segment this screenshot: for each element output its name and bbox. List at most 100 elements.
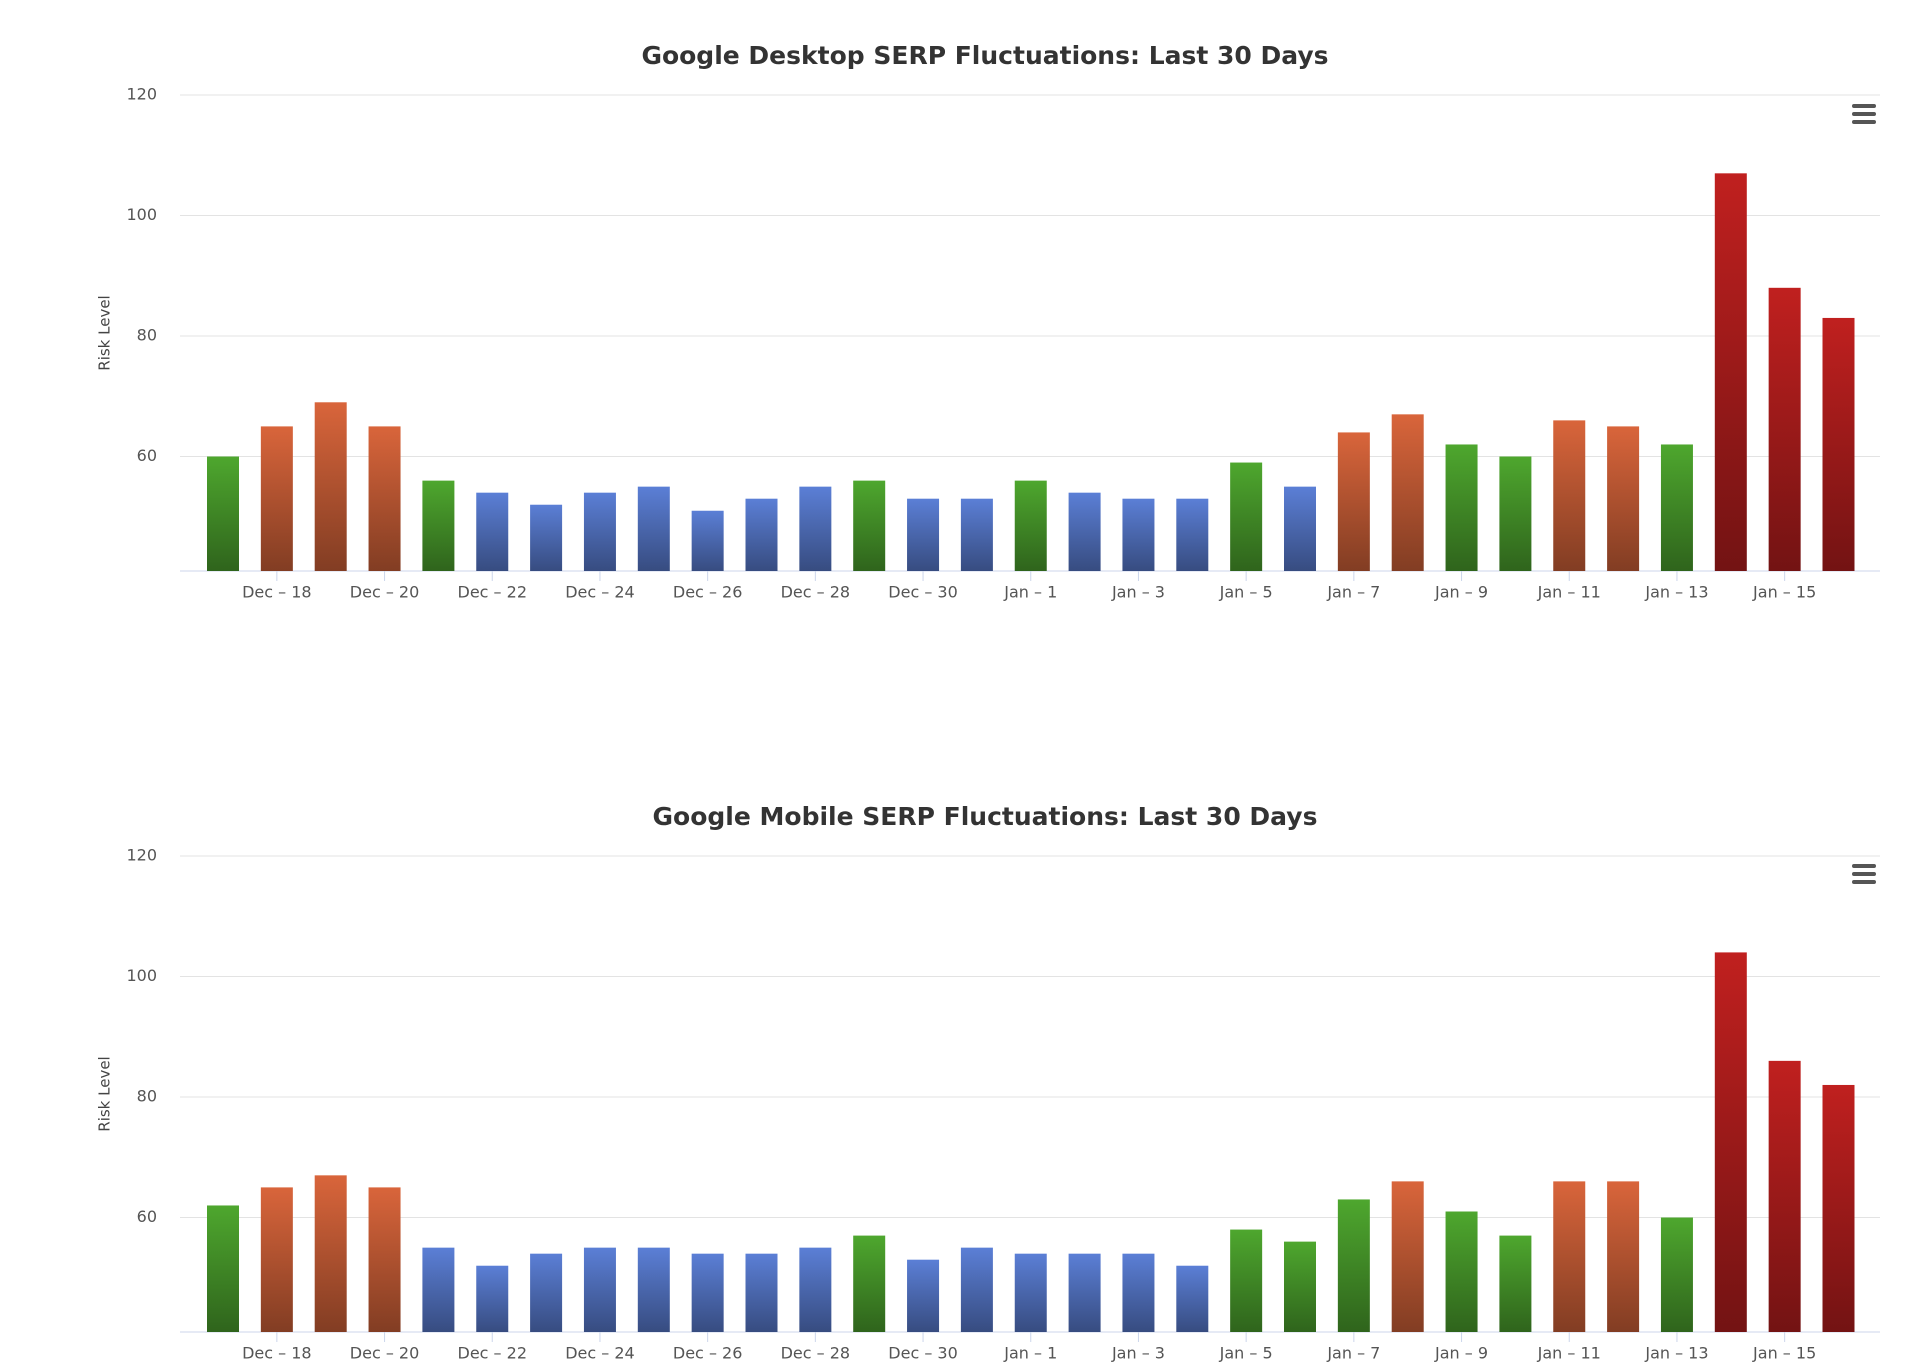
bar	[207, 1205, 239, 1332]
bar	[368, 426, 401, 571]
bar	[907, 1259, 940, 1332]
bar	[745, 498, 778, 571]
x-tick-label: Jan – 5	[1219, 583, 1273, 602]
bar	[476, 492, 509, 571]
bar	[1176, 498, 1209, 571]
menu-icon-bar	[1852, 872, 1876, 876]
bar	[1445, 444, 1478, 571]
bar	[1499, 456, 1532, 571]
x-tick-label: Jan – 13	[1644, 583, 1708, 602]
x-tick-label: Dec – 24	[565, 1344, 635, 1363]
x-tick-label: Dec – 26	[673, 1344, 743, 1363]
bar	[1391, 1181, 1424, 1332]
x-tick-label: Dec – 22	[458, 1344, 528, 1363]
menu-icon-bar	[1852, 104, 1876, 108]
bar	[1284, 486, 1316, 571]
x-tick-label: Jan – 1	[1003, 583, 1057, 602]
bar	[799, 486, 832, 571]
bar	[691, 510, 724, 571]
bar	[1822, 1084, 1855, 1332]
x-tick-label: Jan – 11	[1537, 583, 1601, 602]
chart-title: Google Desktop SERP Fluctuations: Last 3…	[641, 41, 1328, 70]
bar	[960, 1247, 993, 1332]
x-tick-label: Jan – 9	[1434, 583, 1488, 602]
y-axis-label: Risk Level	[96, 295, 114, 370]
menu-icon-bar	[1852, 120, 1876, 124]
bar	[314, 402, 347, 571]
x-tick-label: Jan – 11	[1537, 1344, 1601, 1363]
menu-button[interactable]	[1852, 104, 1876, 124]
x-tick-label: Jan – 7	[1326, 583, 1380, 602]
bar	[1768, 287, 1801, 571]
bar	[960, 498, 993, 571]
bar	[745, 1253, 778, 1332]
bar	[1337, 432, 1370, 571]
x-tick-label: Jan – 1	[1003, 1344, 1057, 1363]
bar	[799, 1247, 832, 1332]
menu-icon-bar	[1852, 112, 1876, 116]
menu-icon-bar	[1852, 864, 1876, 868]
x-tick-label: Dec – 18	[242, 1344, 312, 1363]
y-tick-label: 60	[137, 1207, 157, 1226]
bar	[907, 498, 940, 571]
x-tick-label: Jan – 15	[1752, 1344, 1816, 1363]
bar	[422, 1247, 455, 1332]
bar	[1068, 492, 1101, 571]
bar	[260, 1187, 293, 1332]
x-tick-label: Dec – 22	[458, 583, 528, 602]
bar	[853, 480, 886, 571]
bar	[422, 480, 455, 571]
bar	[1768, 1060, 1801, 1332]
menu-icon-bar	[1852, 880, 1876, 884]
bar	[1607, 1181, 1640, 1332]
x-tick-label: Dec – 28	[781, 1344, 851, 1363]
x-tick-label: Dec – 20	[350, 1344, 420, 1363]
bar	[1607, 426, 1640, 571]
x-tick-label: Dec – 30	[888, 1344, 958, 1363]
x-tick-label: Jan – 13	[1644, 1344, 1708, 1363]
bar	[1284, 1241, 1316, 1332]
bar	[1499, 1235, 1532, 1332]
bar	[1714, 173, 1747, 572]
bar	[1660, 1217, 1693, 1332]
x-tick-label: Jan – 15	[1752, 583, 1816, 602]
menu-button[interactable]	[1852, 864, 1876, 884]
bar	[1068, 1253, 1101, 1332]
bar	[1337, 1199, 1370, 1332]
bar	[637, 486, 670, 571]
y-tick-label: 100	[126, 205, 157, 224]
bar	[1176, 1265, 1209, 1332]
y-tick-label: 80	[137, 326, 157, 345]
bar	[1822, 317, 1855, 571]
x-tick-label: Dec – 24	[565, 583, 635, 602]
bar	[368, 1187, 401, 1332]
bar	[1714, 952, 1747, 1332]
bar	[691, 1253, 724, 1332]
bar	[207, 456, 239, 571]
bar	[1391, 414, 1424, 571]
y-tick-label: 120	[126, 85, 157, 104]
bar	[853, 1235, 886, 1332]
x-tick-label: Jan – 9	[1434, 1344, 1488, 1363]
bar	[1014, 480, 1047, 571]
y-tick-label: 80	[137, 1087, 157, 1106]
bar	[637, 1247, 670, 1332]
bar	[583, 492, 616, 571]
bar	[583, 1247, 616, 1332]
bar	[1230, 462, 1263, 571]
bar	[530, 1253, 563, 1332]
y-tick-label: 100	[126, 966, 157, 985]
bar	[476, 1265, 509, 1332]
x-tick-label: Jan – 3	[1111, 1344, 1165, 1363]
x-tick-label: Dec – 18	[242, 583, 312, 602]
bar	[1122, 1253, 1155, 1332]
y-tick-label: 120	[126, 846, 157, 865]
bar	[1553, 420, 1586, 571]
chart-title: Google Mobile SERP Fluctuations: Last 30…	[653, 802, 1318, 831]
x-tick-label: Dec – 20	[350, 583, 420, 602]
bar	[260, 426, 293, 571]
x-tick-label: Jan – 5	[1219, 1344, 1273, 1363]
bar	[530, 504, 563, 571]
x-tick-label: Jan – 7	[1326, 1344, 1380, 1363]
